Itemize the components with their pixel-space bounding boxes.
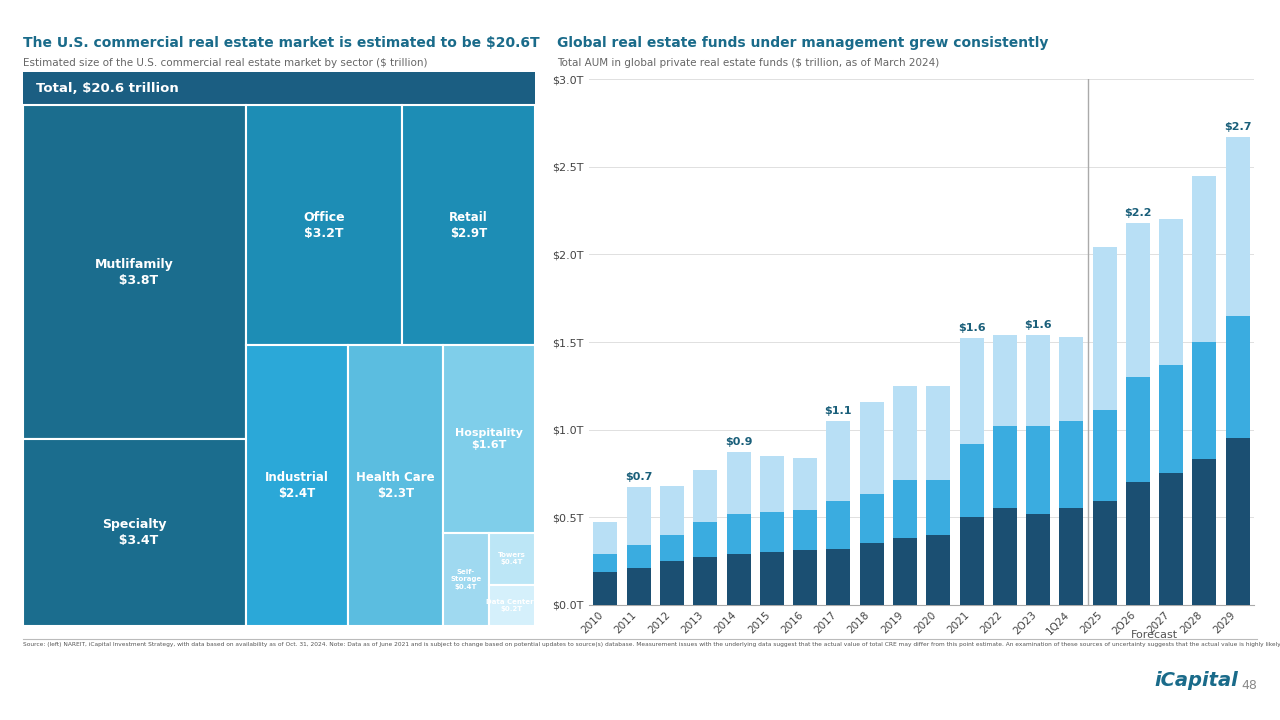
Bar [1160, 365, 1183, 474]
Bar [1093, 248, 1116, 410]
Bar [1226, 316, 1249, 438]
Bar [727, 452, 750, 513]
Text: Hospitality
$1.6T: Hospitality $1.6T [454, 428, 524, 450]
Bar [1060, 420, 1083, 508]
Bar [1027, 335, 1050, 426]
Bar [860, 544, 883, 605]
Bar [402, 105, 535, 345]
Bar [993, 335, 1016, 426]
Text: $2.7: $2.7 [1224, 122, 1252, 132]
Text: iCapital: iCapital [1155, 671, 1238, 690]
Bar [694, 470, 717, 523]
Text: Global real estate funds under management grew consistently: Global real estate funds under managemen… [557, 36, 1048, 50]
Text: $2.2: $2.2 [1124, 207, 1152, 217]
Bar [1160, 474, 1183, 605]
Bar [1226, 137, 1249, 316]
Text: Office
$3.2T: Office $3.2T [303, 211, 344, 240]
Text: The U.S. commercial real estate market is estimated to be $20.6T: The U.S. commercial real estate market i… [23, 36, 540, 50]
Bar [594, 572, 617, 605]
Bar [760, 512, 783, 552]
Bar [960, 338, 983, 444]
Bar [794, 458, 817, 510]
Bar [860, 495, 883, 544]
Bar [23, 438, 246, 626]
Text: 48: 48 [1242, 679, 1257, 692]
Text: Estimated size of the U.S. commercial real estate market by sector ($ trillion): Estimated size of the U.S. commercial re… [23, 58, 428, 68]
Bar [246, 105, 402, 345]
Bar [23, 72, 535, 105]
Text: $0.9: $0.9 [724, 437, 753, 447]
Text: Health Care
$2.3T: Health Care $2.3T [356, 471, 435, 500]
Text: Forecast: Forecast [1132, 630, 1178, 640]
Bar [1126, 377, 1149, 482]
Bar [993, 508, 1016, 605]
Bar [1226, 438, 1249, 605]
Bar [443, 345, 535, 533]
Text: $1.6: $1.6 [957, 323, 986, 333]
Bar [794, 510, 817, 551]
Bar [1126, 223, 1149, 377]
Bar [1193, 342, 1216, 459]
Text: Data Centers
$0.2T: Data Centers $0.2T [486, 599, 538, 612]
Text: Specialty
  $3.4T: Specialty $3.4T [102, 518, 166, 547]
Bar [489, 533, 535, 585]
Bar [927, 386, 950, 480]
Bar [960, 517, 983, 605]
Bar [860, 402, 883, 495]
Text: Industrial
$2.4T: Industrial $2.4T [265, 471, 329, 500]
Text: $1.1: $1.1 [824, 405, 852, 415]
Bar [993, 426, 1016, 508]
Bar [1027, 426, 1050, 513]
Text: Total, $20.6 trillion: Total, $20.6 trillion [36, 82, 179, 95]
Bar [1060, 337, 1083, 420]
Bar [794, 551, 817, 605]
Bar [960, 444, 983, 517]
Bar [727, 554, 750, 605]
Bar [827, 501, 850, 549]
Bar [1060, 508, 1083, 605]
Bar [23, 105, 246, 438]
Bar [660, 561, 684, 605]
Bar [1193, 459, 1216, 605]
Bar [927, 480, 950, 535]
Bar [594, 554, 617, 572]
Bar [827, 549, 850, 605]
Bar [627, 568, 650, 605]
Bar [694, 557, 717, 605]
Bar [1126, 482, 1149, 605]
Bar [927, 535, 950, 605]
Text: Mutlifamily
  $3.8T: Mutlifamily $3.8T [95, 258, 174, 287]
Bar [893, 539, 916, 605]
Text: Total AUM in global private real estate funds ($ trillion, as of March 2024): Total AUM in global private real estate … [557, 58, 940, 68]
Text: $0.7: $0.7 [625, 472, 653, 482]
Bar [694, 523, 717, 557]
Bar [1093, 410, 1116, 501]
Bar [627, 487, 650, 545]
Text: Self-
Storage
$0.4T: Self- Storage $0.4T [451, 569, 481, 590]
Bar [627, 545, 650, 568]
Bar [1160, 220, 1183, 365]
Bar [443, 533, 489, 626]
Text: Source: (left) NAREIT, iCapital Investment Strategy, with data based on availabi: Source: (left) NAREIT, iCapital Investme… [23, 642, 1280, 647]
Bar [246, 345, 348, 626]
Text: Towers
$0.4T: Towers $0.4T [498, 552, 526, 565]
Bar [727, 513, 750, 554]
Bar [760, 456, 783, 512]
Bar [1193, 176, 1216, 342]
Bar [1093, 501, 1116, 605]
Bar [760, 552, 783, 605]
Bar [348, 345, 443, 626]
Legend: Opportunistic, Value Add, Other*: Opportunistic, Value Add, Other* [581, 716, 887, 720]
Bar [893, 386, 916, 480]
Bar [660, 486, 684, 535]
Text: $1.6: $1.6 [1024, 320, 1052, 330]
Bar [660, 535, 684, 561]
Bar [893, 480, 916, 539]
Text: Retail
$2.9T: Retail $2.9T [449, 211, 488, 240]
Bar [489, 585, 535, 626]
Bar [827, 420, 850, 501]
Bar [1027, 513, 1050, 605]
Bar [594, 523, 617, 554]
